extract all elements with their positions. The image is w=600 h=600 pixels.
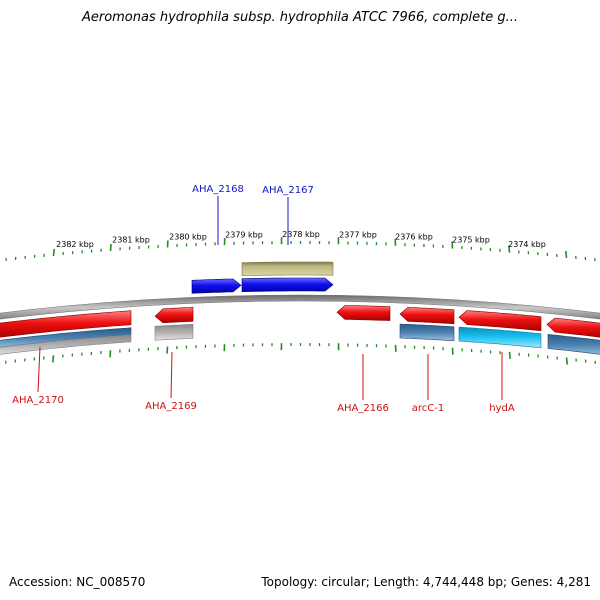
kbp-tick-label: 2376 kbp xyxy=(395,233,433,242)
cds-arrow-aha-2166[interactable] xyxy=(336,305,391,321)
cds-arrow-hyda[interactable] xyxy=(458,310,542,332)
kbp-tick-label: 2379 kbp xyxy=(225,231,263,240)
cds-arrow-arcc-1[interactable] xyxy=(399,306,455,325)
label-aha-2167[interactable]: AHA_2167 xyxy=(262,185,314,196)
inner-tick xyxy=(52,355,55,363)
kbp-tick-label: 2377 kbp xyxy=(339,231,377,240)
genome-summary-text: Topology: circular; Length: 4,744,448 bp… xyxy=(261,575,591,589)
genome-title: Aeromonas hydrophila subsp. hydrophila A… xyxy=(81,10,519,25)
cds-arrow-right-edge[interactable] xyxy=(546,317,600,338)
kbp-tick-label: 2378 kbp xyxy=(282,230,320,239)
label-arcc-1[interactable]: arcC-1 xyxy=(412,403,444,414)
inner-tick xyxy=(508,351,511,359)
cds-arrow-aha-2170[interactable] xyxy=(0,310,132,339)
gene-block-arcc-1[interactable] xyxy=(399,323,455,342)
outer-tick xyxy=(508,245,511,253)
label-aha-2169[interactable]: AHA_2169 xyxy=(145,401,197,412)
kbp-scale-labels: 2382 kbp 2381 kbp 2380 kbp 2379 kbp 2378 kbp… xyxy=(56,230,546,249)
gene-block-hyda[interactable] xyxy=(458,326,542,349)
leader-aha-2170 xyxy=(37,346,41,393)
gene-block-right-edge[interactable] xyxy=(547,334,600,355)
cds-arrow-aha-2168[interactable] xyxy=(191,278,242,294)
cds-arrow-aha-2167[interactable] xyxy=(241,277,334,293)
kbp-tick-label: 2381 kbp xyxy=(112,236,150,245)
cds-arrow-aha-2169[interactable] xyxy=(154,306,194,324)
label-hyda[interactable]: hydA xyxy=(489,403,515,414)
gene-block-aha-2167[interactable] xyxy=(241,261,334,277)
kbp-tick-label: 2375 kbp xyxy=(452,236,490,245)
gene-block-aha-2170-gray[interactable] xyxy=(0,334,132,356)
accession-text: Accession: NC_008570 xyxy=(9,575,146,589)
kbp-tick-label: 2374 kbp xyxy=(508,240,546,249)
kbp-tick-label: 2382 kbp xyxy=(56,240,94,249)
inner-tick xyxy=(565,357,569,365)
gene-block-aha-2169[interactable] xyxy=(154,323,194,341)
leader-aha-2169 xyxy=(170,351,173,399)
outer-tick xyxy=(52,248,55,256)
outer-tick xyxy=(109,244,112,252)
label-aha-2166[interactable]: AHA_2166 xyxy=(337,403,389,414)
outer-ticks xyxy=(5,237,596,262)
genome-backbone xyxy=(0,294,600,320)
label-leaders xyxy=(37,196,503,400)
outer-tick xyxy=(565,250,568,258)
label-aha-2168[interactable]: AHA_2168 xyxy=(192,184,244,195)
kbp-tick-label: 2380 kbp xyxy=(169,232,207,241)
inner-tick xyxy=(109,350,112,358)
inner-ticks xyxy=(4,343,597,365)
label-aha-2170[interactable]: AHA_2170 xyxy=(12,395,64,406)
